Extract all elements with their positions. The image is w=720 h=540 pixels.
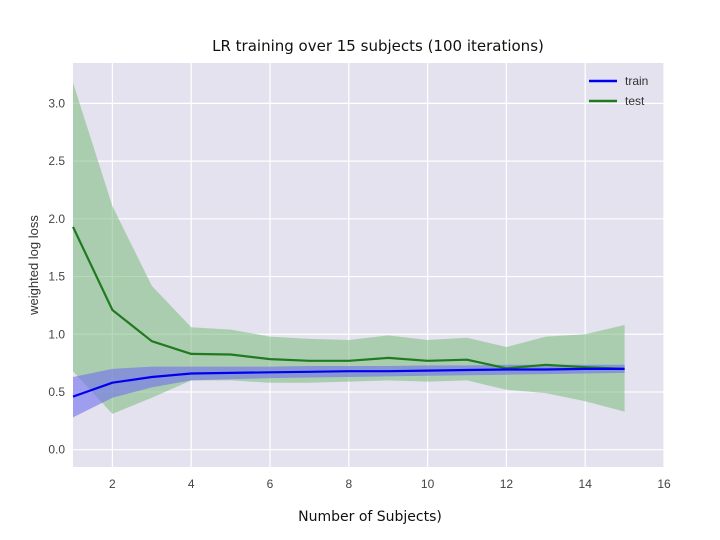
y-tick-label: 0.0 [48, 443, 65, 457]
test-legend-label: test [625, 94, 645, 108]
x-tick-label: 8 [345, 477, 352, 491]
x-tick-label: 12 [500, 477, 514, 491]
plot-area [73, 63, 664, 467]
y-tick-label: 0.5 [48, 385, 65, 399]
y-tick-label: 1.5 [48, 270, 65, 284]
x-tick-label: 14 [579, 477, 593, 491]
y-tick-label: 3.0 [48, 96, 65, 110]
train-line [72, 367, 625, 398]
legend: train test [589, 74, 648, 108]
y-tick-label: 1.0 [48, 327, 65, 341]
y-tick-label: 2.5 [48, 154, 65, 168]
chart-title: LR training over 15 subjects (100 iterat… [212, 37, 544, 55]
y-tick-label: 2.0 [48, 212, 65, 226]
confidence-bands [73, 82, 625, 418]
x-tick-label: 2 [109, 477, 116, 491]
x-axis-label: Number of Subjects) [298, 509, 442, 525]
x-tick-label: 10 [421, 477, 435, 491]
series-lines [72, 226, 625, 398]
x-tick-label: 6 [267, 477, 274, 491]
y-tick-labels: 0.0 0.5 1.0 1.5 2.0 2.5 3.0 [48, 96, 65, 456]
x-tick-label: 16 [657, 477, 671, 491]
test-line [72, 226, 625, 370]
train-legend-label: train [625, 74, 648, 88]
x-tick-labels: 2 4 6 8 10 12 14 16 [109, 477, 671, 491]
y-axis-label: weighted log loss [26, 215, 41, 316]
train-confidence-band [73, 364, 625, 418]
test-confidence-band [73, 82, 625, 414]
x-tick-label: 4 [188, 477, 195, 491]
